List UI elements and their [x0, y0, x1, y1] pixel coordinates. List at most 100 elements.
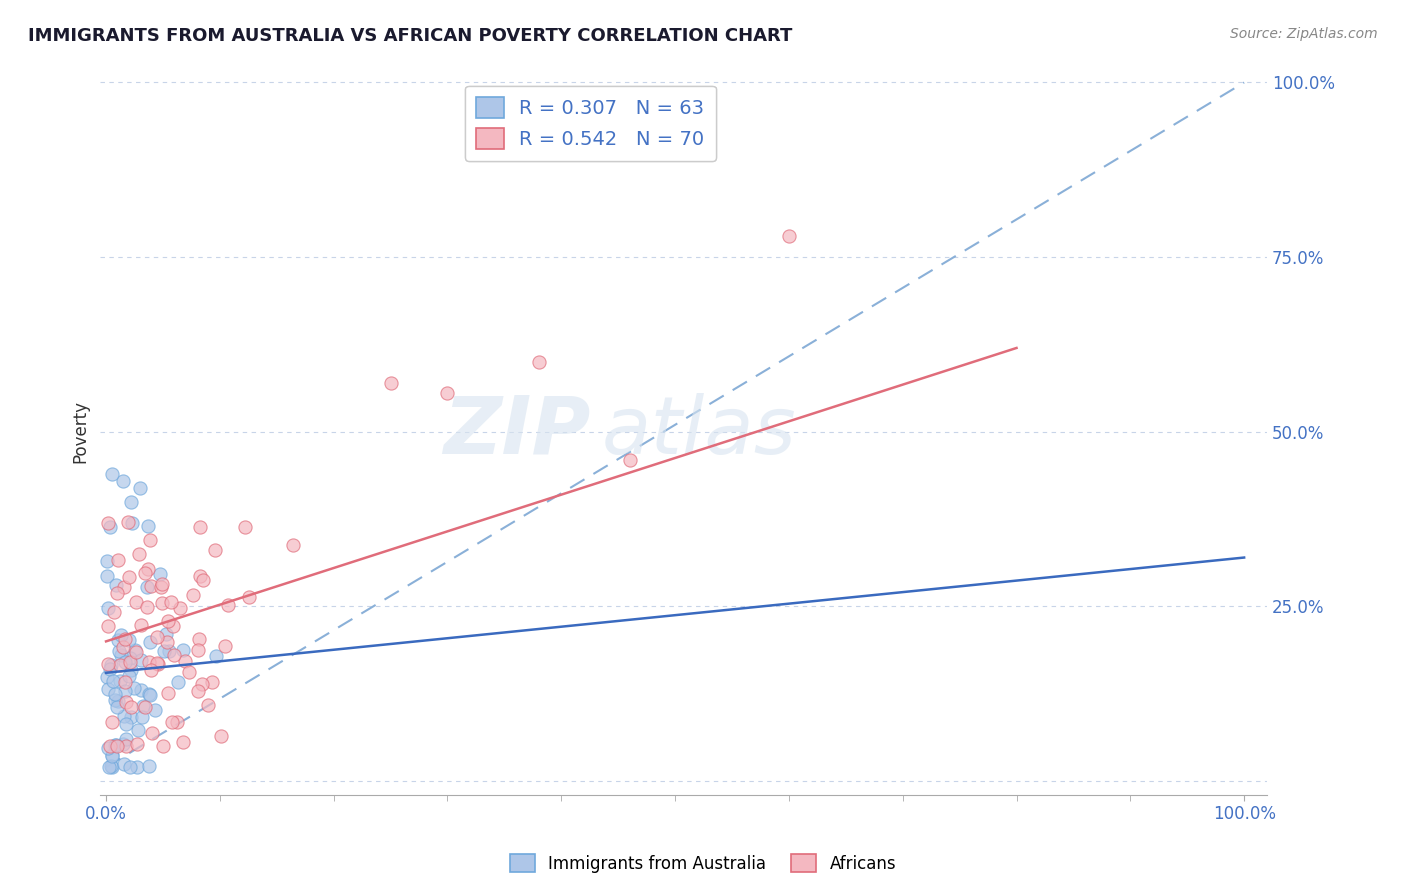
- Point: [112, 474, 135, 488]
- Point: [96, 554, 118, 568]
- Point: [103, 605, 125, 619]
- Point: [101, 747, 124, 762]
- Point: [177, 665, 200, 679]
- Point: [110, 673, 132, 688]
- Point: [105, 739, 128, 754]
- Point: [141, 663, 163, 677]
- Point: [153, 644, 176, 658]
- Point: [124, 643, 146, 657]
- Point: [118, 651, 141, 665]
- Point: [118, 632, 141, 647]
- Point: [190, 676, 212, 690]
- Point: [112, 709, 135, 723]
- Point: [190, 569, 212, 583]
- Point: [115, 695, 138, 709]
- Point: [174, 654, 197, 668]
- Point: [104, 738, 127, 752]
- Point: [162, 619, 184, 633]
- Point: [163, 648, 186, 663]
- Point: [138, 655, 160, 669]
- Point: [188, 632, 211, 646]
- Point: [139, 579, 162, 593]
- Point: [134, 700, 156, 714]
- Text: Source: ZipAtlas.com: Source: ZipAtlas.com: [1230, 27, 1378, 41]
- Point: [188, 520, 211, 534]
- Point: [152, 739, 174, 754]
- Point: [160, 715, 183, 730]
- Point: [97, 601, 120, 615]
- Point: [110, 648, 132, 662]
- Point: [108, 658, 131, 673]
- Point: [129, 683, 152, 698]
- Point: [97, 516, 120, 530]
- Point: [191, 573, 214, 587]
- Point: [112, 737, 135, 751]
- Point: [169, 600, 191, 615]
- Point: [97, 681, 120, 696]
- Point: [114, 632, 136, 646]
- Point: [105, 586, 128, 600]
- Point: [118, 669, 141, 683]
- Point: [138, 758, 160, 772]
- Point: [104, 693, 127, 707]
- Point: [97, 657, 120, 672]
- Point: [122, 681, 145, 695]
- Point: [114, 684, 136, 698]
- Text: atlas: atlas: [602, 392, 797, 471]
- Point: [120, 710, 142, 724]
- Point: [143, 702, 166, 716]
- Point: [107, 553, 129, 567]
- Point: [100, 748, 122, 763]
- Point: [172, 642, 194, 657]
- Point: [100, 657, 122, 672]
- Point: [118, 570, 141, 584]
- Point: [98, 661, 121, 675]
- Point: [238, 591, 260, 605]
- Point: [138, 562, 160, 576]
- Text: IMMIGRANTS FROM AUSTRALIA VS AFRICAN POVERTY CORRELATION CHART: IMMIGRANTS FROM AUSTRALIA VS AFRICAN POV…: [28, 27, 793, 45]
- Point: [150, 596, 173, 610]
- Point: [112, 756, 135, 771]
- Point: [156, 635, 179, 649]
- Y-axis label: Poverty: Poverty: [72, 401, 89, 463]
- Point: [107, 632, 129, 647]
- Point: [104, 739, 127, 753]
- Point: [98, 520, 121, 534]
- Legend: R = 0.307   N = 63, R = 0.542   N = 70: R = 0.307 N = 63, R = 0.542 N = 70: [465, 86, 716, 161]
- Point: [146, 656, 169, 670]
- Point: [129, 653, 152, 667]
- Point: [100, 760, 122, 774]
- Point: [201, 675, 224, 690]
- Point: [97, 740, 120, 755]
- Point: [114, 655, 136, 669]
- Point: [100, 714, 122, 729]
- Point: [283, 538, 305, 552]
- Point: [146, 631, 169, 645]
- Point: [217, 598, 239, 612]
- Point: [138, 687, 160, 701]
- Point: [120, 760, 142, 774]
- Point: [134, 566, 156, 581]
- Point: [155, 627, 177, 641]
- Point: [114, 580, 136, 594]
- Point: [233, 519, 256, 533]
- Point: [129, 618, 152, 632]
- Point: [138, 533, 160, 547]
- Point: [204, 542, 226, 557]
- Point: [114, 731, 136, 746]
- Point: [132, 698, 155, 713]
- Point: [103, 673, 125, 688]
- Point: [160, 595, 183, 609]
- Point: [129, 481, 152, 495]
- Point: [139, 688, 162, 702]
- Point: [115, 717, 138, 731]
- Point: [118, 655, 141, 669]
- Point: [125, 645, 148, 659]
- Point: [209, 729, 232, 743]
- Point: [436, 386, 458, 401]
- Point: [149, 567, 172, 582]
- Point: [107, 644, 129, 658]
- Point: [110, 628, 132, 642]
- Point: [100, 467, 122, 481]
- Point: [100, 739, 122, 754]
